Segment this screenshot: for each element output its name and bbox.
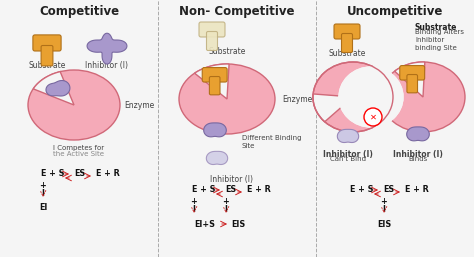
FancyBboxPatch shape bbox=[334, 24, 360, 39]
Text: Substrate: Substrate bbox=[208, 47, 246, 56]
Polygon shape bbox=[46, 80, 70, 96]
Text: Substrate: Substrate bbox=[28, 61, 66, 70]
Ellipse shape bbox=[179, 64, 275, 134]
Text: E + R: E + R bbox=[247, 185, 271, 194]
Text: Inhibitor (I): Inhibitor (I) bbox=[210, 175, 254, 184]
Polygon shape bbox=[337, 129, 359, 143]
Text: ES: ES bbox=[383, 185, 394, 194]
Text: Substrate: Substrate bbox=[328, 49, 365, 58]
Text: ES: ES bbox=[225, 185, 236, 194]
FancyBboxPatch shape bbox=[400, 66, 425, 80]
Text: I: I bbox=[383, 205, 385, 214]
Polygon shape bbox=[87, 33, 127, 64]
Text: I Competes for: I Competes for bbox=[54, 145, 105, 151]
Text: the Active Site: the Active Site bbox=[54, 151, 104, 157]
Polygon shape bbox=[313, 94, 353, 122]
Polygon shape bbox=[407, 127, 429, 141]
Text: Inhibitor (I): Inhibitor (I) bbox=[393, 150, 443, 159]
Text: E + R: E + R bbox=[405, 185, 429, 194]
Text: Enzyme: Enzyme bbox=[282, 95, 312, 104]
Text: E + S: E + S bbox=[192, 185, 216, 194]
Text: ES: ES bbox=[74, 169, 85, 178]
Polygon shape bbox=[339, 67, 403, 127]
Polygon shape bbox=[395, 62, 425, 97]
Text: I: I bbox=[225, 205, 228, 214]
FancyBboxPatch shape bbox=[341, 33, 353, 52]
Text: Binding Alters
Inhibitor
binding Site: Binding Alters Inhibitor binding Site bbox=[415, 29, 464, 51]
Text: EI: EI bbox=[39, 203, 47, 212]
Text: Uncompetitive: Uncompetitive bbox=[347, 5, 443, 18]
Ellipse shape bbox=[381, 62, 465, 132]
Text: EI+S: EI+S bbox=[194, 220, 215, 229]
Text: Substrate: Substrate bbox=[415, 23, 457, 32]
Text: Competitive: Competitive bbox=[39, 5, 119, 18]
Text: Non- Competitive: Non- Competitive bbox=[179, 5, 295, 18]
Ellipse shape bbox=[28, 70, 120, 140]
FancyBboxPatch shape bbox=[210, 77, 220, 95]
Polygon shape bbox=[33, 72, 74, 105]
Ellipse shape bbox=[339, 67, 403, 127]
Text: Binds: Binds bbox=[409, 156, 428, 162]
Text: I: I bbox=[42, 189, 45, 198]
Text: +: + bbox=[191, 197, 197, 206]
Text: +: + bbox=[40, 181, 46, 190]
Text: +: + bbox=[381, 197, 387, 206]
FancyBboxPatch shape bbox=[207, 32, 218, 50]
Polygon shape bbox=[206, 151, 228, 164]
Text: E + R: E + R bbox=[96, 169, 120, 178]
FancyBboxPatch shape bbox=[41, 45, 53, 66]
FancyBboxPatch shape bbox=[407, 75, 418, 93]
Ellipse shape bbox=[313, 62, 393, 132]
Text: I: I bbox=[192, 205, 195, 214]
Text: +: + bbox=[223, 197, 229, 206]
Text: ✕: ✕ bbox=[370, 113, 376, 122]
Text: Can't Bind: Can't Bind bbox=[330, 156, 366, 162]
Text: EIS: EIS bbox=[377, 220, 391, 229]
FancyBboxPatch shape bbox=[33, 35, 61, 51]
Text: Enzyme: Enzyme bbox=[124, 100, 154, 109]
Polygon shape bbox=[204, 123, 226, 137]
Text: Inhibitor (I): Inhibitor (I) bbox=[85, 61, 128, 70]
Text: E + S: E + S bbox=[41, 169, 64, 178]
Text: E + S: E + S bbox=[350, 185, 374, 194]
FancyBboxPatch shape bbox=[199, 22, 225, 37]
Polygon shape bbox=[194, 64, 229, 99]
FancyBboxPatch shape bbox=[202, 68, 227, 82]
Text: EIS: EIS bbox=[231, 220, 245, 229]
Circle shape bbox=[364, 108, 382, 126]
Text: Different Binding
Site: Different Binding Site bbox=[242, 135, 301, 149]
Text: Inhibitor (I): Inhibitor (I) bbox=[323, 150, 373, 159]
